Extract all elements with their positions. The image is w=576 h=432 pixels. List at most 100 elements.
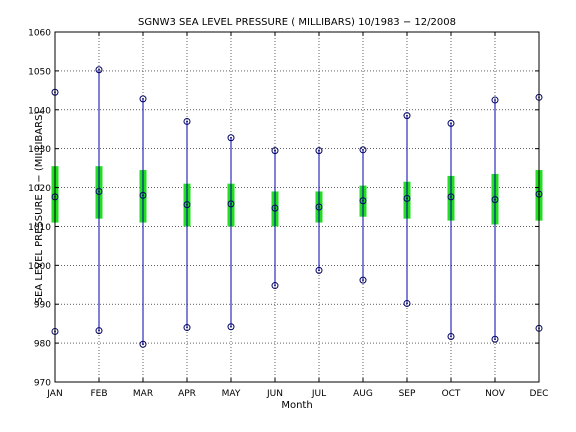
month-box-sep [403, 112, 411, 307]
mean-marker-dot [318, 206, 320, 208]
mean-marker [227, 200, 235, 208]
x-tick-label: JAN [46, 389, 62, 399]
plot-frame [54, 31, 540, 383]
month-box-nov [491, 96, 499, 343]
max-marker [359, 146, 367, 154]
y-axis-ticks: 970 980 990 1000 1010 1020 1030 1040 1050 1060 [28, 29, 539, 389]
min-marker [447, 333, 455, 340]
month-box-may [227, 134, 235, 331]
min-marker [491, 335, 499, 343]
max-marker [95, 66, 103, 74]
min-marker-dot [186, 326, 188, 329]
y-tick-label: 1000 [28, 262, 51, 272]
min-marker-dot [274, 284, 276, 287]
max-marker [139, 95, 147, 103]
max-marker-dot [362, 148, 364, 151]
min-marker [183, 324, 191, 332]
mean-marker [491, 196, 499, 204]
min-marker [315, 266, 323, 274]
max-marker-dot [230, 136, 232, 139]
mean-marker-dot [142, 194, 144, 197]
max-marker-dot [406, 114, 408, 117]
x-tick-label: JUL [311, 389, 326, 399]
max-marker [447, 119, 455, 127]
min-marker-dot [406, 302, 408, 305]
mean-marker [139, 191, 147, 199]
x-tick-label: JUN [266, 389, 283, 399]
max-marker-dot [494, 99, 496, 101]
max-marker-dot [274, 149, 276, 152]
min-marker-dot [450, 335, 452, 338]
x-tick-label: DEC [530, 389, 549, 399]
month-box-oct [447, 119, 455, 340]
y-tick-label: 1050 [28, 67, 51, 77]
y-tick-label: 1040 [28, 106, 51, 116]
y-tick-label: 980 [34, 340, 51, 350]
y-tick-label: 1020 [28, 184, 51, 194]
mean-marker [315, 203, 323, 211]
mean-marker [447, 193, 455, 201]
month-box-jun [271, 147, 279, 290]
mean-marker [271, 204, 279, 212]
y-tick-label: 990 [34, 301, 51, 311]
x-tick-label: SEP [399, 389, 416, 399]
x-tick-label: OCT [442, 389, 461, 399]
x-tick-label: NOV [485, 389, 506, 399]
mean-marker-dot [450, 195, 452, 198]
mean-marker-dot [186, 203, 188, 206]
min-marker [271, 282, 279, 290]
x-tick-label: APR [178, 389, 196, 399]
chart-title: SGNW3 SEA LEVEL PRESSURE ( MILLIBARS) 10… [138, 17, 456, 28]
x-axis-label: Month [281, 400, 312, 411]
max-marker [315, 147, 323, 155]
month-box-feb [95, 66, 103, 335]
mean-marker [183, 201, 191, 209]
min-marker-dot [318, 269, 320, 272]
y-tick-label: 970 [34, 379, 51, 389]
mean-marker-dot [494, 198, 496, 201]
month-box-apr [183, 117, 191, 332]
month-box-mar [139, 95, 147, 348]
month-box-jul [315, 147, 323, 274]
mean-marker-dot [362, 199, 364, 202]
mean-marker-dot [274, 207, 276, 210]
max-marker [271, 147, 279, 155]
min-marker-dot [362, 279, 364, 282]
mean-marker [95, 187, 103, 195]
y-axis-label: SEA LEVEL PRESSURE −− (MILLIBARS) [34, 111, 45, 304]
max-marker-dot [142, 97, 144, 100]
max-marker-dot [186, 120, 188, 123]
mean-marker [403, 194, 411, 202]
max-marker-dot [318, 149, 320, 152]
mean-marker [359, 197, 367, 205]
min-marker [227, 323, 235, 331]
min-marker [359, 276, 367, 284]
x-tick-label: FEB [90, 389, 107, 399]
min-marker [139, 340, 147, 348]
y-tick-label: 1030 [28, 145, 51, 155]
max-marker [403, 112, 411, 120]
min-marker-dot [142, 343, 144, 346]
max-marker [227, 134, 235, 142]
min-marker-dot [230, 325, 232, 328]
x-tick-label: MAR [133, 389, 153, 399]
x-axis-ticks: JAN FEB MAR APR MAY JUN JUL AUG SEP OCT NOV DEC [46, 32, 548, 399]
y-tick-label: 1060 [28, 29, 51, 39]
box-series [51, 66, 543, 348]
month-box-aug [359, 146, 367, 284]
grid [55, 32, 539, 382]
min-marker [403, 299, 411, 307]
mean-marker-dot [98, 190, 100, 193]
min-marker-dot [494, 338, 496, 341]
max-marker [491, 96, 499, 104]
x-tick-label: AUG [353, 389, 373, 399]
max-marker-dot [450, 122, 452, 125]
max-marker-dot [98, 68, 100, 71]
y-tick-label: 1010 [28, 223, 51, 233]
mean-marker-dot [230, 202, 232, 205]
mean-marker-dot [406, 197, 408, 200]
x-tick-label: MAY [222, 389, 241, 399]
min-marker [95, 327, 103, 335]
max-marker [183, 117, 191, 125]
